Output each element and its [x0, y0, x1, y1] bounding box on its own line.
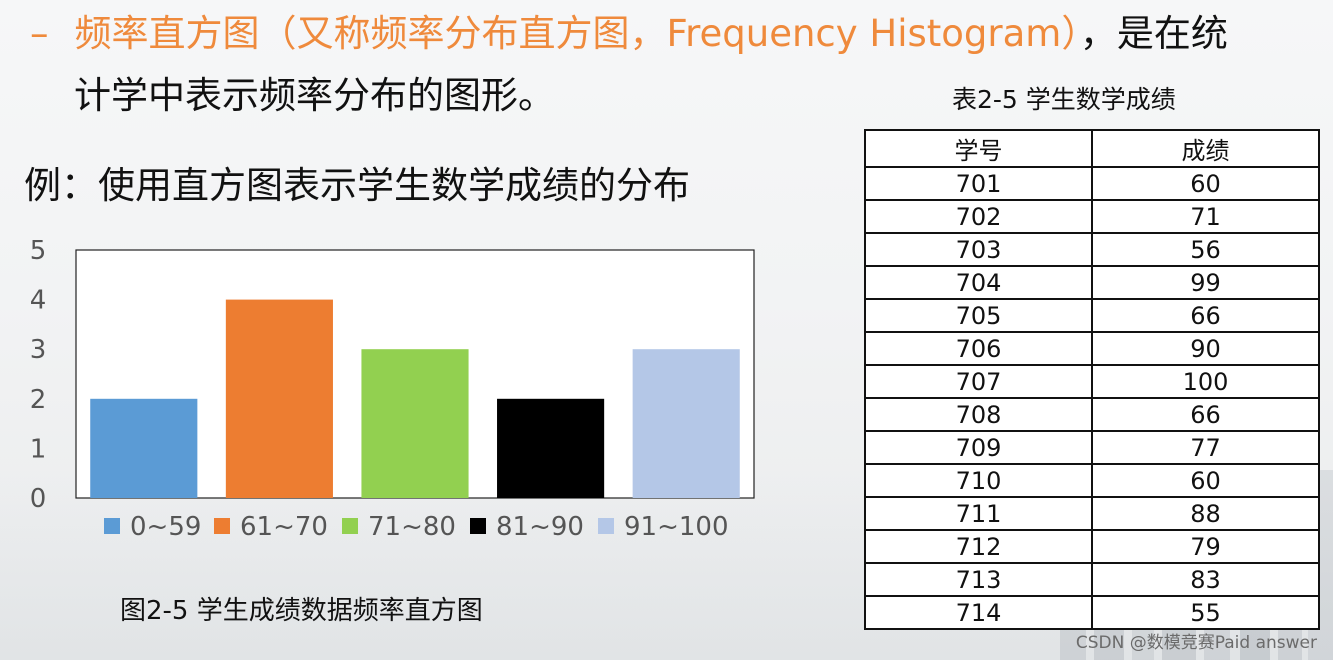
cell-score: 88 [1091, 496, 1320, 531]
watermark: CSDN @数模竞赛Paid answer [1075, 633, 1317, 653]
cell-score: 60 [1091, 166, 1320, 201]
y-tick-label: 2 [30, 385, 47, 415]
cell-score: 100 [1091, 364, 1320, 399]
example-heading: 例：使用直方图表示学生数学成绩的分布 [24, 164, 690, 207]
legend-label: 91~100 [624, 512, 729, 542]
legend-swatch [214, 518, 230, 534]
cell-student-id: 712 [864, 529, 1093, 564]
header-score: 成绩 [1091, 129, 1320, 168]
cell-score: 77 [1091, 430, 1320, 465]
header-student-id: 学号 [864, 129, 1093, 168]
histogram-chart: 0 1 2 3 4 5 0~59 61~70 71~80 81~90 91~100 [20, 230, 780, 560]
table-title: 表2-5 学生数学成绩 [952, 85, 1176, 114]
cell-student-id: 702 [864, 199, 1093, 234]
y-tick-label: 0 [30, 484, 47, 514]
cell-score: 83 [1091, 562, 1320, 597]
title-rest: ，是在统 [1079, 12, 1228, 55]
slide-title-line-2: 计学中表示频率分布的图形。 [74, 74, 555, 117]
bar-61~70 [225, 299, 333, 498]
title-highlight: 频率直方图（又称频率分布直方图，Frequency Histogram） [74, 12, 1080, 55]
table-body: 701 60 702 71 703 56 704 99 705 66 706 90 707 100 708 6… [864, 166, 1320, 630]
cell-score: 55 [1091, 595, 1320, 630]
slide-title-line-1: – 频率直方图（又称频率分布直方图，Frequency Histogram），是在… [30, 10, 1228, 58]
cell-score: 60 [1091, 463, 1320, 498]
histogram-svg: 0 1 2 3 4 5 0~59 61~70 71~80 81~90 91~100 [30, 236, 755, 542]
bullet-dash: – [30, 12, 49, 55]
cell-student-id: 708 [864, 397, 1093, 432]
y-tick-label: 3 [30, 335, 47, 365]
cell-student-id: 703 [864, 232, 1093, 267]
y-tick-label: 1 [30, 434, 47, 464]
cell-student-id: 711 [864, 496, 1093, 531]
cell-student-id: 710 [864, 463, 1093, 498]
cell-score: 71 [1091, 199, 1320, 234]
table-row: 712 79 [864, 529, 1320, 564]
legend-swatch [598, 518, 614, 534]
cell-student-id: 705 [864, 298, 1093, 333]
bar-0~59 [90, 398, 198, 498]
cell-student-id: 713 [864, 562, 1093, 597]
table-row: 702 71 [864, 199, 1320, 234]
table-row: 703 56 [864, 232, 1320, 267]
bar-71~80 [361, 349, 469, 498]
cell-student-id: 714 [864, 595, 1093, 630]
table-row: 706 90 [864, 331, 1320, 366]
legend-swatch [470, 518, 486, 534]
cell-student-id: 701 [864, 166, 1093, 201]
table-row: 708 66 [864, 397, 1320, 432]
cell-student-id: 704 [864, 265, 1093, 300]
cell-score: 66 [1091, 397, 1320, 432]
cell-student-id: 709 [864, 430, 1093, 465]
legend-swatch [342, 518, 358, 534]
legend-label: 71~80 [368, 512, 456, 542]
table-row: 713 83 [864, 562, 1320, 597]
bar-81~90 [497, 398, 605, 498]
legend-swatch [104, 518, 120, 534]
table-row: 705 66 [864, 298, 1320, 333]
table-row: 704 99 [864, 265, 1320, 300]
bar-91~100 [632, 349, 740, 498]
table-row: 711 88 [864, 496, 1320, 531]
table-row: 714 55 [864, 595, 1320, 630]
y-tick-label: 4 [30, 286, 47, 316]
cell-score: 90 [1091, 331, 1320, 366]
legend-label: 81~90 [496, 512, 584, 542]
cell-score: 79 [1091, 529, 1320, 564]
cell-student-id: 706 [864, 331, 1093, 366]
legend-label: 61~70 [240, 512, 328, 542]
cell-score: 56 [1091, 232, 1320, 267]
table-row: 707 100 [864, 364, 1320, 399]
cell-score: 66 [1091, 298, 1320, 333]
legend-label: 0~59 [130, 512, 201, 542]
table-row: 709 77 [864, 430, 1320, 465]
table-row: 701 60 [864, 166, 1320, 201]
table-header-row: 学号 成绩 [864, 129, 1320, 168]
y-tick-label: 5 [30, 236, 47, 266]
scores-table: 学号 成绩 701 60 702 71 703 56 704 99 705 66 706 90 707 1… [864, 129, 1320, 630]
cell-student-id: 707 [864, 364, 1093, 399]
table-row: 710 60 [864, 463, 1320, 498]
cell-score: 99 [1091, 265, 1320, 300]
chart-caption: 图2-5 学生成绩数据频率直方图 [120, 596, 483, 626]
